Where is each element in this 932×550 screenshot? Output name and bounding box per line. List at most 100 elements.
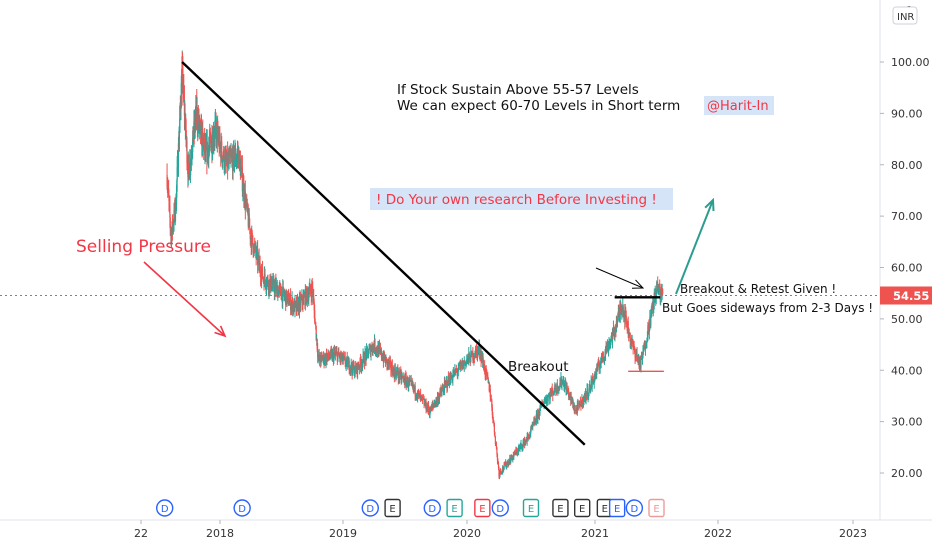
- candle-body: [520, 443, 523, 445]
- candle-body: [581, 397, 584, 406]
- candle-body: [178, 129, 180, 139]
- candle-body: [532, 424, 534, 426]
- candle-body: [576, 404, 578, 413]
- target-note-line2: We can expect 60-70 Levels in Short term: [397, 98, 680, 114]
- candle-body: [567, 390, 569, 392]
- candle-body: [564, 382, 567, 386]
- candle-body: [264, 274, 266, 281]
- candle-body: [372, 344, 374, 352]
- candle-body: [179, 105, 181, 119]
- candle-body: [629, 332, 631, 342]
- dividend-marker-label: D: [496, 504, 504, 515]
- earnings-marker-label: E: [557, 504, 563, 515]
- candle-body: [474, 350, 477, 357]
- candle-body: [577, 403, 579, 405]
- candle-body: [306, 288, 308, 293]
- candle-body: [404, 376, 406, 384]
- candle-body: [543, 400, 545, 404]
- dividend-marker: [233, 499, 251, 517]
- earnings-marker-label: E: [528, 504, 534, 515]
- candle-body: [494, 436, 497, 444]
- handle-badge-bg: [704, 96, 774, 115]
- falling-trendline: [181, 61, 586, 446]
- candle-body: [498, 468, 500, 477]
- candle-body: [370, 350, 372, 356]
- candle-body: [180, 83, 182, 108]
- candle-body: [494, 432, 496, 437]
- candle-body: [385, 357, 387, 359]
- candle-body: [506, 462, 508, 466]
- price-tick-label: 100.00: [891, 56, 930, 69]
- candle-body: [233, 159, 236, 166]
- candle-body: [354, 365, 356, 373]
- candle-body: [207, 147, 209, 158]
- candle-body: [538, 411, 540, 416]
- annotation-layer: If Stock Sustain Above 55-57 Levels We c…: [76, 82, 873, 375]
- candle-body: [223, 149, 225, 168]
- candle-body: [438, 395, 441, 400]
- dividend-marker-label: D: [238, 504, 246, 515]
- candle-body: [390, 361, 392, 371]
- candle-body: [489, 389, 491, 397]
- candle-body: [583, 396, 585, 401]
- candle-body: [188, 169, 190, 180]
- candle-body: [210, 144, 212, 151]
- candle-body: [486, 370, 488, 375]
- candle-body: [468, 352, 470, 360]
- candle-body: [558, 386, 560, 391]
- candle-body: [270, 276, 272, 290]
- candle-body: [496, 448, 498, 454]
- candle-body: [398, 371, 400, 379]
- candle-body: [301, 295, 304, 303]
- earnings-marker: [608, 498, 626, 518]
- candle-body: [627, 321, 629, 334]
- candle-body: [552, 392, 554, 396]
- candle-body: [487, 378, 489, 383]
- candle-body: [232, 147, 234, 171]
- candle-body: [473, 356, 475, 360]
- candle-body: [563, 383, 566, 388]
- candle-body: [338, 351, 340, 356]
- dividend-marker: [625, 499, 644, 517]
- price-tick-label: 30.00: [891, 416, 923, 429]
- candle-body: [485, 368, 487, 375]
- candle-body: [500, 472, 503, 474]
- time-tick-label: 2018: [206, 527, 234, 540]
- candle-body: [348, 360, 350, 371]
- candle-body: [492, 419, 494, 422]
- candle-body: [493, 421, 495, 423]
- breakout-label: Breakout: [508, 359, 569, 375]
- target-note-line1: If Stock Sustain Above 55-57 Levels: [397, 82, 639, 98]
- candle-body: [347, 362, 349, 368]
- candle-body: [427, 405, 430, 411]
- candle-body: [466, 358, 468, 361]
- candle-body: [468, 352, 470, 357]
- price-axis[interactable]: 20.00 30.00 40.00 50.00 60.00 70.00 80.00 90.00…: [879, 0, 932, 520]
- candle-body: [583, 396, 586, 398]
- time-tick-label: 2019: [329, 527, 357, 540]
- candle-body: [469, 356, 471, 363]
- candle-body: [315, 322, 317, 327]
- candle-body: [472, 359, 474, 361]
- candle-body: [515, 449, 518, 451]
- candle-body: [420, 394, 422, 397]
- candle-body: [429, 412, 431, 415]
- candle-body: [202, 128, 204, 135]
- candle-body: [261, 267, 264, 279]
- earnings-marker: [384, 498, 401, 518]
- currency-badge: [892, 6, 918, 25]
- candle-body: [553, 392, 555, 394]
- candle-body: [395, 371, 397, 378]
- candle-body: [443, 381, 446, 393]
- candle-body: [510, 458, 512, 463]
- candle-body: [391, 365, 393, 374]
- candle-body: [569, 393, 571, 397]
- candle-body: [554, 384, 556, 390]
- retest-note-line1: Breakout & Retest Given !: [680, 282, 836, 296]
- candle-body: [215, 122, 217, 138]
- earnings-marker: [648, 498, 665, 518]
- candle-body: [588, 387, 590, 394]
- candle-body: [571, 396, 573, 403]
- time-axis[interactable]: 22 2018 2019 2020 2021 2022 2023: [0, 519, 932, 540]
